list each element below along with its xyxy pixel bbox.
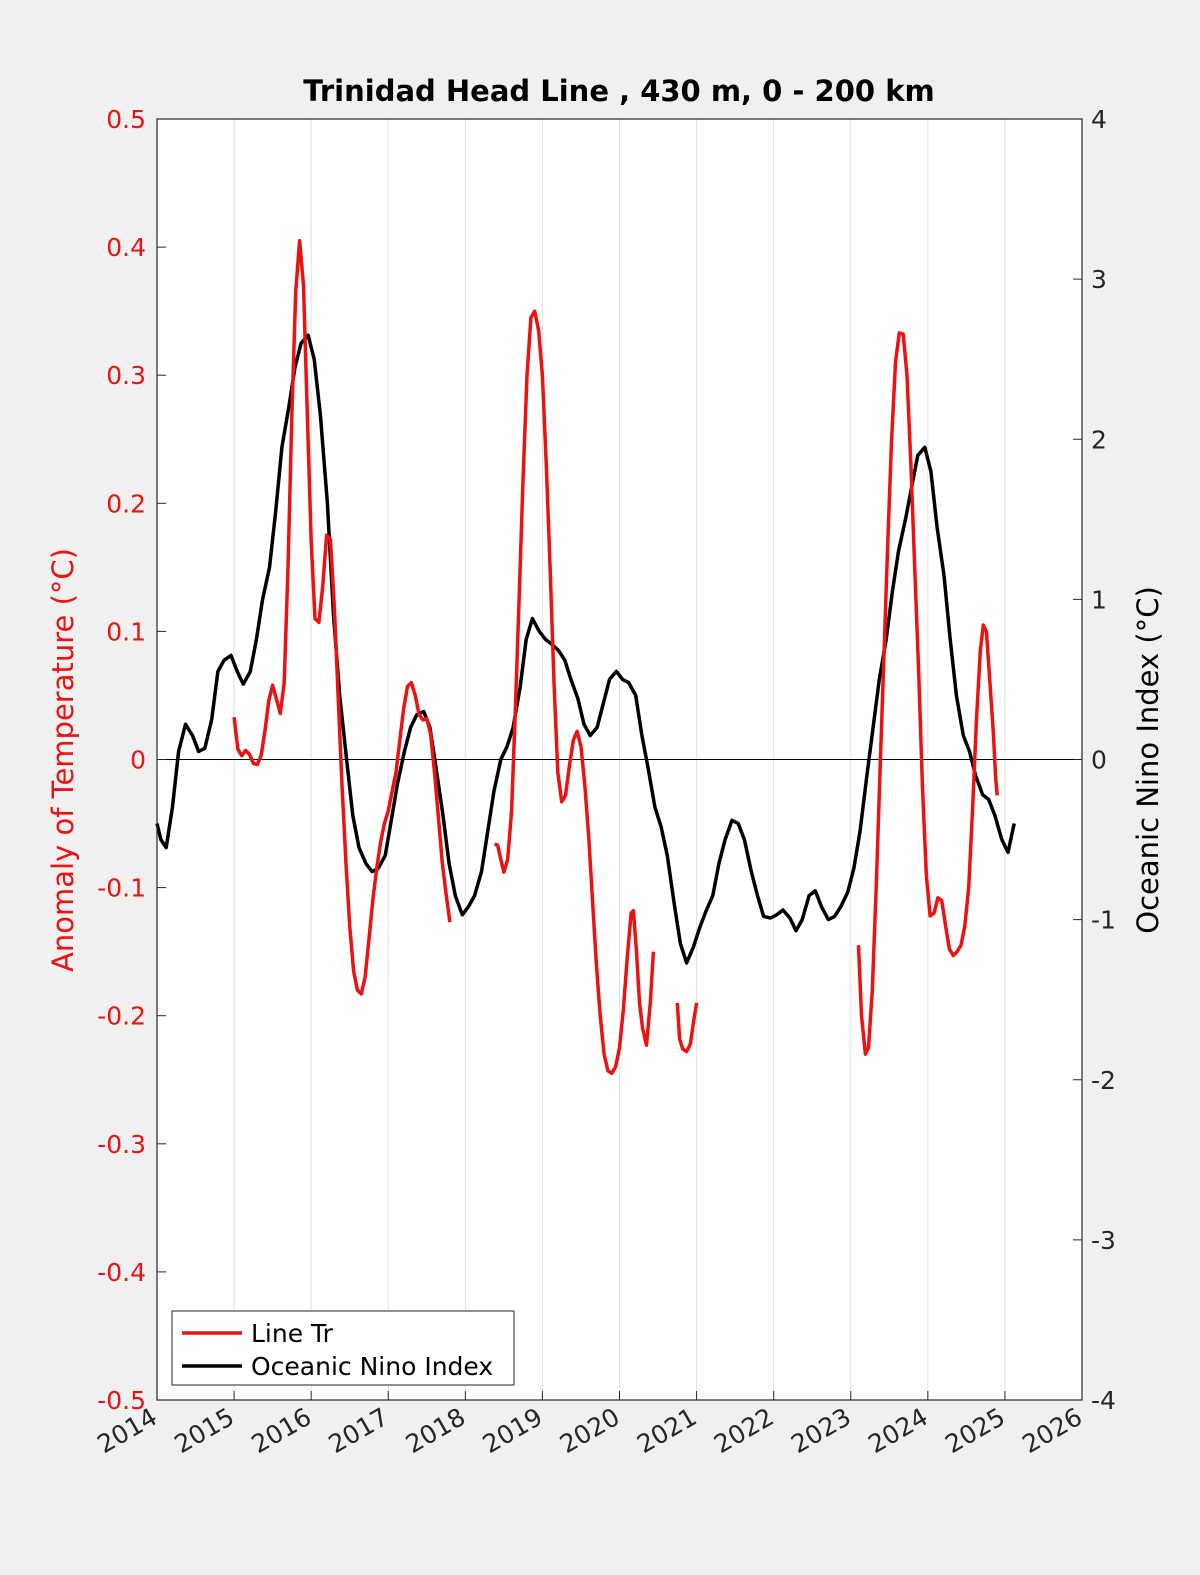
legend: Line Tr Oceanic Nino Index: [171, 1310, 515, 1386]
legend-label-oni: Oceanic Nino Index: [251, 1352, 493, 1381]
y-right-tick-label: -3: [1091, 1226, 1116, 1255]
y-left-tick-label: -0.4: [97, 1258, 146, 1287]
chart-title: Trinidad Head Line , 430 m, 0 - 200 km: [303, 74, 934, 108]
y-left-tick-label: -0.2: [97, 1002, 146, 1031]
legend-box: [171, 1310, 515, 1386]
oni-series-segment-0: [155, 333, 1016, 965]
line-tr-series-segment-1: [493, 309, 656, 1076]
y-left-tick-label: -0.1: [97, 874, 146, 903]
y-right-tick-label: -2: [1091, 1066, 1116, 1095]
y-right-tick-label: 2: [1091, 425, 1107, 454]
y-right-tick-label: 1: [1091, 585, 1107, 614]
line-tr-series-segment-0: [232, 238, 452, 996]
y-right-tick-label: 0: [1091, 746, 1107, 775]
y-left-tick-label: 0.4: [106, 233, 146, 262]
y-left-tick-label: 0: [130, 746, 146, 775]
right-axis-label: Oceanic Nino Index (°C): [1131, 586, 1165, 934]
y-right-tick-label: -4: [1091, 1386, 1116, 1415]
y-left-tick-label: 0.3: [106, 361, 146, 390]
y-left-tick-label: -0.5: [97, 1386, 146, 1415]
y-right-tick-label: 3: [1091, 265, 1107, 294]
y-right-tick-label: -1: [1091, 906, 1116, 935]
line-tr-series-segment-2: [675, 1002, 699, 1054]
y-left-tick-label: 0.1: [106, 617, 146, 646]
line-tr-series-segment-3: [856, 331, 999, 1056]
series-layer: [155, 238, 1016, 1076]
left-axis-label: Anomaly of Temperature (°C): [46, 548, 80, 972]
legend-label-line-tr: Line Tr: [251, 1319, 334, 1348]
y-left-tick-label: 0.5: [106, 105, 146, 134]
y-left-tick-label: -0.3: [97, 1130, 146, 1159]
y-right-tick-label: 4: [1091, 105, 1107, 134]
y-left-tick-label: 0.2: [106, 489, 146, 518]
